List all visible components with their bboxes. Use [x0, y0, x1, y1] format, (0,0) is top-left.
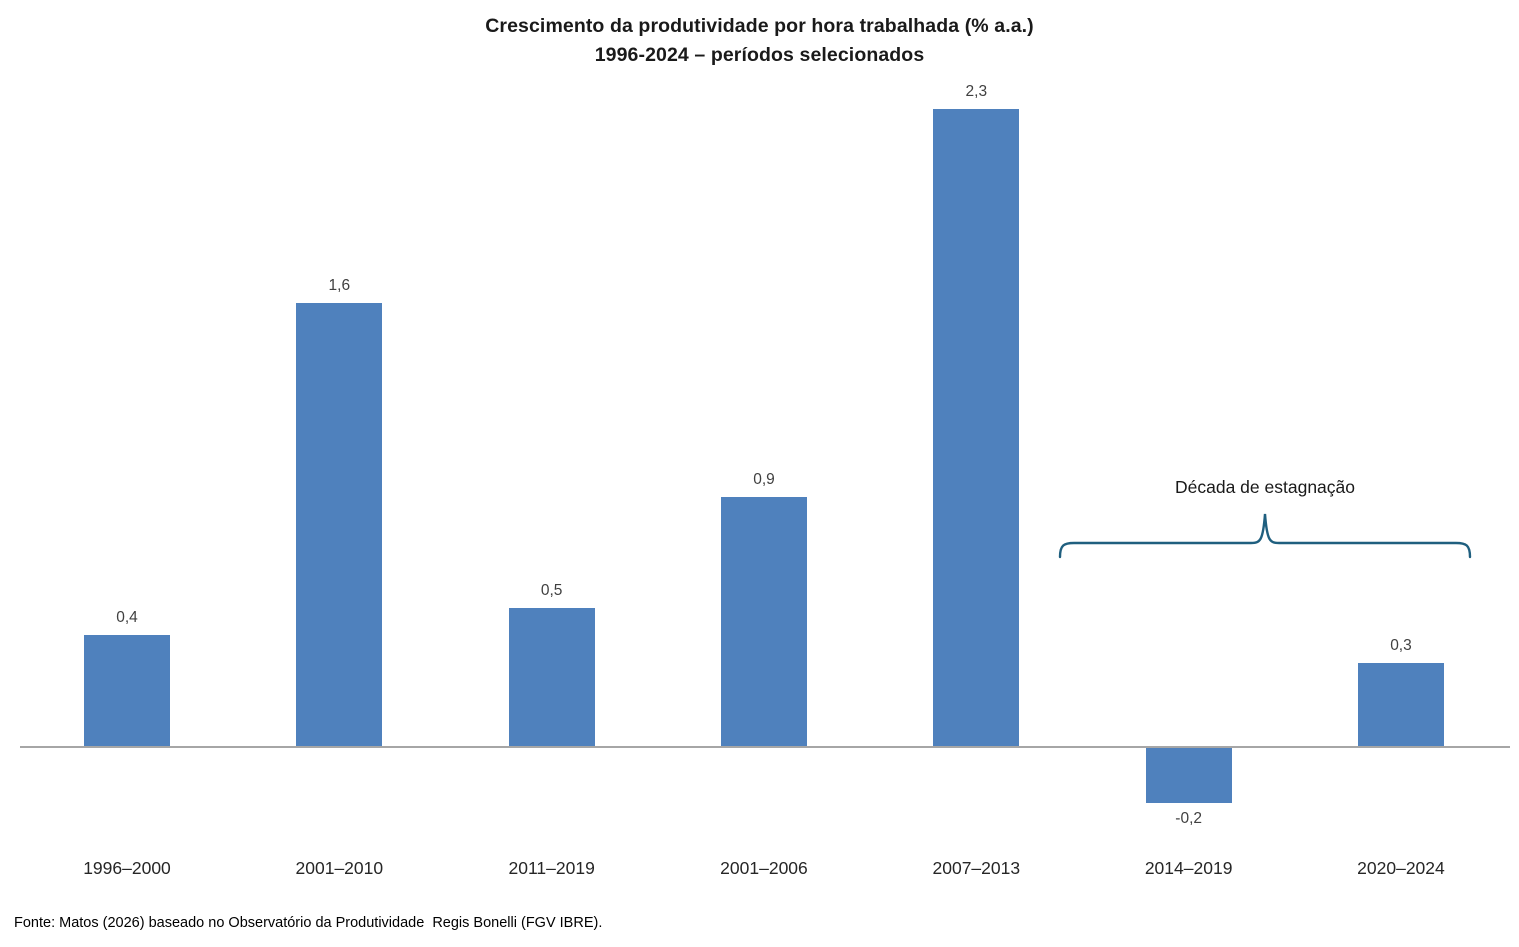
- data-label-2011-2019: 0,5: [540, 581, 563, 599]
- chart-title-line1: Crescimento da produtividade por hora tr…: [485, 15, 1034, 37]
- data-label-2001-2006: 0,9: [753, 470, 775, 488]
- category-label-1996-2000: 1996–2000: [83, 858, 171, 878]
- category-label-2001-2010: 2001–2010: [295, 858, 384, 878]
- category-label-2014-2019: 2014–2019: [1144, 858, 1233, 878]
- data-label-2007-2013: 2,3: [965, 82, 988, 100]
- data-label-2001-2010: 1,6: [328, 276, 351, 294]
- source-note: Fonte: Matos (2026) baseado no Observató…: [14, 915, 603, 931]
- chart-title-line2: 1996-2024 – períodos selecionados: [594, 44, 925, 66]
- bar-1996-2000[interactable]: [84, 635, 170, 746]
- data-label-2020-2024: 0,3: [1390, 636, 1412, 654]
- brace-icon: [1058, 508, 1472, 560]
- bar-2001-2006[interactable]: [720, 496, 807, 746]
- bar-2014-2019[interactable]: [1145, 748, 1232, 804]
- brace-path: [1058, 513, 1472, 559]
- category-label-2007-2013: 2007–2013: [932, 858, 1021, 878]
- bar-2020-2024[interactable]: [1357, 662, 1444, 746]
- category-label-2001-2006: 2001–2006: [720, 858, 808, 878]
- category-label-2011-2019: 2011–2019: [508, 858, 595, 878]
- data-label-1996-2000: 0,4: [116, 609, 138, 627]
- bar-2011-2019[interactable]: [508, 607, 595, 746]
- bar-2001-2010[interactable]: [296, 302, 383, 746]
- data-label-2014-2019: -0,2: [1175, 810, 1202, 828]
- annotation-decada-estagnacao: Década de estagnação: [1175, 477, 1355, 497]
- category-label-2020-2024: 2020–2024: [1357, 858, 1445, 878]
- x-axis-line: [20, 746, 1510, 748]
- bar-2007-2013[interactable]: [933, 108, 1020, 746]
- chart-title: Crescimento da produtividade por hora tr…: [0, 12, 1519, 70]
- brace-svg: [1058, 513, 1472, 559]
